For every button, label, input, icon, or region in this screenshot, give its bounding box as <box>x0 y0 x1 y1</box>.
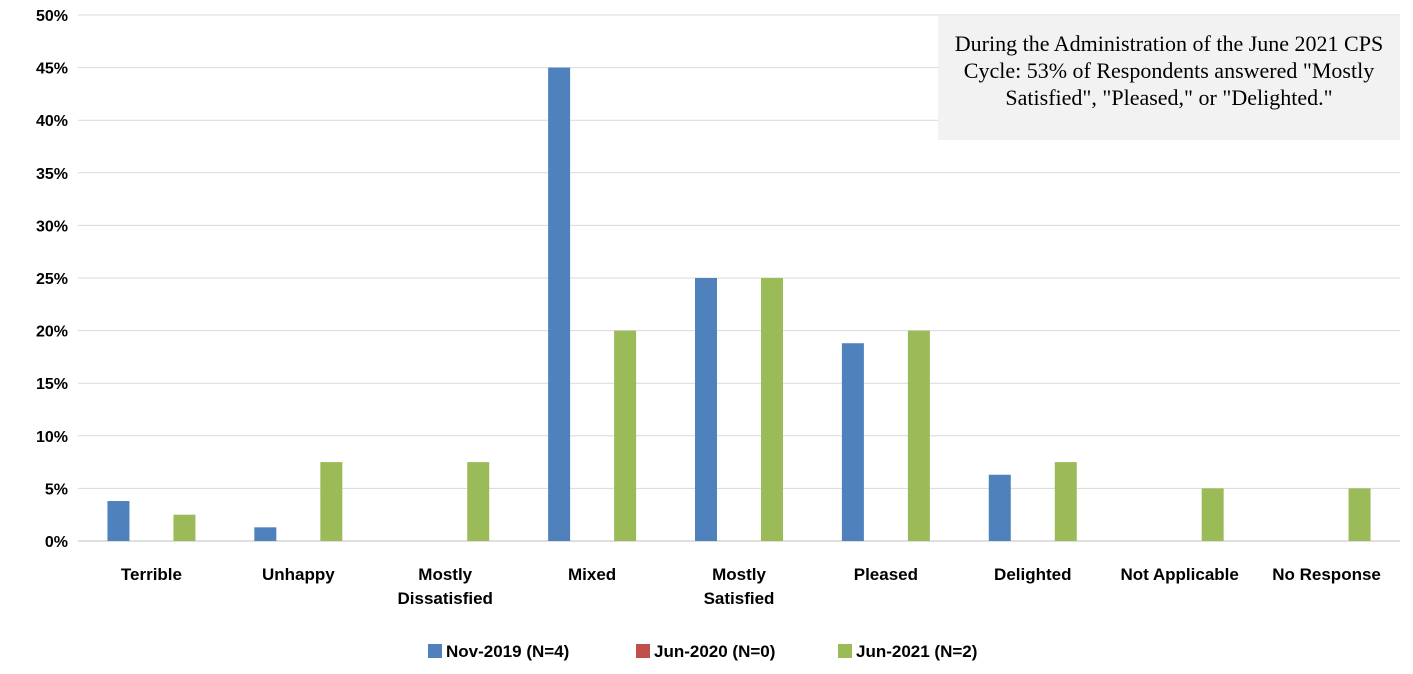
y-tick-label: 35% <box>36 166 68 183</box>
y-tick-label: 30% <box>36 218 68 235</box>
bar-jun-2021 <box>467 462 490 541</box>
y-tick-label: 25% <box>36 271 68 288</box>
bar-nov-2019 <box>254 527 277 541</box>
x-tick-label: No Response <box>1272 565 1381 584</box>
bar-nov-2019 <box>695 278 717 541</box>
legend-swatch <box>636 644 650 658</box>
y-tick-label: 50% <box>36 8 68 25</box>
y-tick-label: 45% <box>36 61 68 78</box>
bar-jun-2021 <box>173 514 196 541</box>
y-tick-label: 20% <box>36 324 68 341</box>
legend-label: Jun-2021 (N=2) <box>856 642 977 661</box>
y-tick-label: 40% <box>36 113 68 130</box>
x-tick-label: Not Applicable <box>1120 565 1238 584</box>
y-tick-label: 0% <box>45 534 68 551</box>
bar-jun-2021 <box>907 330 930 541</box>
x-tick-label: Mixed <box>568 565 616 584</box>
bar-jun-2021 <box>1348 488 1371 541</box>
x-tick-label: Terrible <box>121 565 182 584</box>
y-tick-label: 5% <box>45 481 68 498</box>
x-tick-label: Delighted <box>994 565 1071 584</box>
x-tick-label: Mostly <box>418 565 472 584</box>
bar-jun-2021 <box>614 330 637 541</box>
bar-nov-2019 <box>988 474 1011 541</box>
bar-nov-2019 <box>107 501 130 541</box>
legend-swatch <box>838 644 852 658</box>
bar-jun-2021 <box>1201 488 1224 541</box>
bar-nov-2019 <box>548 67 571 541</box>
x-tick-label: Unhappy <box>262 565 335 584</box>
annotation-box: During the Administration of the June 20… <box>938 16 1400 140</box>
y-tick-label: 10% <box>36 429 68 446</box>
bar-jun-2021 <box>320 462 343 541</box>
x-tick-label: Mostly <box>712 565 766 584</box>
legend-label: Jun-2020 (N=0) <box>654 642 775 661</box>
y-tick-label: 15% <box>36 376 68 393</box>
legend-swatch <box>428 644 442 658</box>
bar-jun-2021 <box>761 278 783 541</box>
bar-nov-2019 <box>841 343 864 541</box>
x-tick-label: Satisfied <box>704 589 775 608</box>
x-tick-label: Dissatisfied <box>398 589 493 608</box>
bar-jun-2021 <box>1054 462 1077 541</box>
legend-label: Nov-2019 (N=4) <box>446 642 569 661</box>
x-tick-label: Pleased <box>854 565 918 584</box>
